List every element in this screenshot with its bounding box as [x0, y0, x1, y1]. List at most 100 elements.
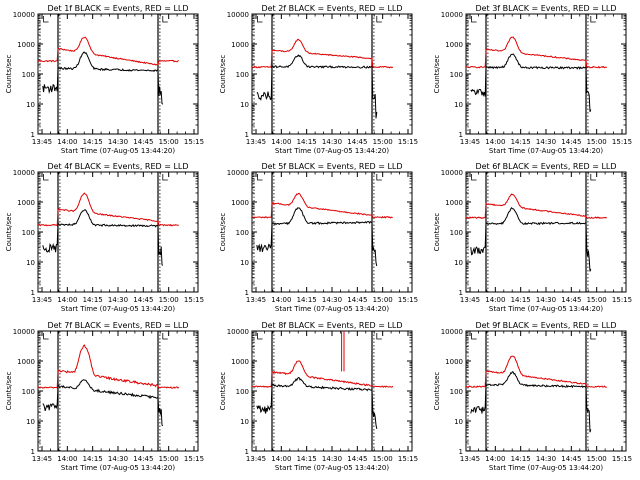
x-tick-label: 15:15 [398, 138, 418, 146]
y-tick-label: 10 [240, 259, 249, 267]
y-tick-label: 100 [236, 71, 249, 79]
x-tick-label: 15:00 [159, 138, 179, 146]
x-tick-label: 14:15 [511, 138, 531, 146]
series-line-events [42, 209, 164, 266]
x-axis-label: Start Time (07-Aug-05 13:44:20) [275, 464, 389, 472]
y-tick-label: 10000 [227, 169, 249, 177]
x-tick-label: 14:00 [485, 296, 505, 304]
x-tick-label: 13:45 [246, 296, 266, 304]
x-tick-label: 14:15 [297, 296, 317, 304]
x-tick-label: 14:30 [108, 455, 128, 463]
y-tick-label: 10000 [441, 328, 463, 336]
x-tick-label: 14:00 [57, 296, 77, 304]
x-tick-label: 14:15 [511, 296, 531, 304]
y-axis-label: Counts/sec [5, 213, 13, 252]
plot-frame [37, 171, 199, 293]
panel-title: Det 5f BLACK = Events, RED = LLD [261, 162, 402, 171]
marker-hook [257, 16, 263, 23]
x-tick-label: 14:00 [271, 138, 291, 146]
y-tick-label: 10 [26, 101, 35, 109]
y-tick-label: 1000 [231, 358, 249, 366]
series-line-lld [38, 36, 180, 66]
x-tick-label: 13:45 [32, 138, 52, 146]
y-tick-label: 10 [240, 101, 249, 109]
y-tick-label: 1000 [445, 41, 463, 49]
y-tick-label: 10000 [13, 169, 35, 177]
panel-title: Det 9f BLACK = Events, RED = LLD [475, 321, 616, 330]
x-tick-label: 15:00 [587, 138, 607, 146]
x-tick-label: 14:45 [347, 138, 367, 146]
detector-panel-2: Det 2f BLACK = Events, RED = LLD 1 10 100 10… [219, 4, 418, 155]
x-tick-label: 14:00 [57, 138, 77, 146]
marker-hook [257, 174, 263, 181]
y-tick-label: 1000 [231, 41, 249, 49]
y-tick-label: 1 [31, 448, 35, 456]
x-tick-label: 14:15 [297, 455, 317, 463]
x-tick-label: 14:45 [133, 296, 153, 304]
y-tick-label: 10000 [441, 169, 463, 177]
x-tick-label: 14:30 [322, 455, 342, 463]
series-line-events [470, 53, 592, 113]
y-tick-label: 10000 [441, 11, 463, 19]
x-tick-label: 14:00 [271, 455, 291, 463]
y-tick-label: 100 [22, 229, 35, 237]
y-tick-label: 1 [31, 131, 35, 139]
series-line-lld [466, 36, 608, 70]
y-tick-label: 100 [22, 388, 35, 396]
y-tick-label: 10 [454, 101, 463, 109]
x-axis-label: Start Time (07-Aug-05 13:44:20) [61, 305, 175, 313]
series-line-events [42, 379, 164, 427]
plot-frame [465, 13, 627, 135]
x-tick-label: 15:15 [184, 138, 204, 146]
y-tick-label: 1000 [17, 358, 35, 366]
detector-panel-4: Det 4f BLACK = Events, RED = LLD 1 10 100 10… [5, 162, 204, 313]
marker-hook [162, 16, 168, 23]
x-tick-label: 13:45 [246, 455, 266, 463]
x-tick-label: 15:15 [184, 455, 204, 463]
x-tick-label: 14:30 [536, 455, 556, 463]
x-tick-label: 15:15 [398, 455, 418, 463]
y-tick-label: 10 [26, 259, 35, 267]
detector-panel-3: Det 3f BLACK = Events, RED = LLD 1 10 100 10… [433, 4, 632, 155]
x-tick-label: 14:00 [57, 455, 77, 463]
y-tick-label: 1000 [231, 199, 249, 207]
panel-title: Det 1f BLACK = Events, RED = LLD [47, 4, 188, 13]
series-line-events [256, 54, 378, 119]
x-tick-label: 15:15 [184, 296, 204, 304]
marker-hook [43, 16, 49, 23]
plot-frame [251, 13, 413, 135]
x-tick-label: 15:15 [612, 296, 632, 304]
detector-panel-8: Det 8f BLACK = Events, RED = LLD 1 10 100 10… [219, 321, 418, 472]
panel-title: Det 4f BLACK = Events, RED = LLD [47, 162, 188, 171]
series-line-lld [466, 355, 607, 388]
detector-panel-1: Det 1f BLACK = Events, RED = LLD 1 10 100 10… [5, 4, 204, 155]
x-tick-label: 14:15 [83, 455, 103, 463]
x-tick-label: 15:00 [159, 296, 179, 304]
panel-title: Det 8f BLACK = Events, RED = LLD [261, 321, 402, 330]
x-tick-label: 14:15 [297, 138, 317, 146]
plot-frame [251, 171, 413, 293]
series-line-events [42, 51, 164, 105]
x-tick-label: 14:30 [322, 138, 342, 146]
x-tick-label: 14:00 [485, 455, 505, 463]
y-tick-label: 1 [459, 131, 463, 139]
marker-hook [43, 333, 49, 340]
series-line-lld [252, 192, 393, 219]
x-tick-label: 13:45 [32, 455, 52, 463]
x-axis-label: Start Time (07-Aug-05 13:44:20) [489, 147, 603, 155]
marker-hook [376, 16, 382, 23]
x-tick-label: 15:15 [398, 296, 418, 304]
x-tick-label: 14:15 [83, 296, 103, 304]
x-tick-label: 14:45 [561, 138, 581, 146]
series-line-lld [466, 193, 608, 219]
x-tick-label: 15:00 [159, 455, 179, 463]
series-line-events [470, 206, 592, 272]
y-tick-label: 1 [245, 131, 249, 139]
y-tick-label: 1 [459, 448, 463, 456]
marker-hook [471, 16, 477, 23]
y-tick-label: 1000 [17, 199, 35, 207]
series-line-events [470, 371, 592, 433]
y-tick-label: 10 [454, 259, 463, 267]
y-tick-label: 1000 [17, 41, 35, 49]
x-tick-label: 15:15 [612, 455, 632, 463]
